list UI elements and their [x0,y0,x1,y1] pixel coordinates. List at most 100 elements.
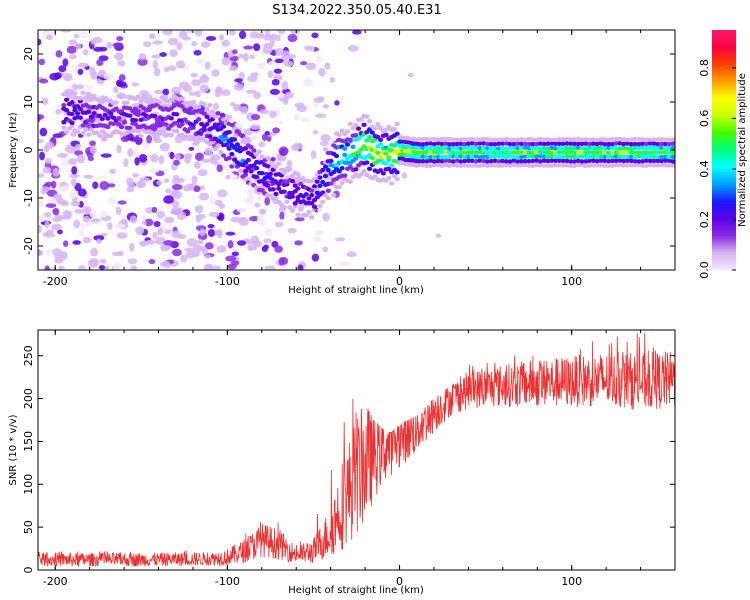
spectrogram-ridge-cell [204,114,210,120]
spectrogram-ridge-cell [427,149,434,155]
spectrogram-noise-cell [96,59,104,66]
spectrogram-ridge-cell [383,132,389,138]
spectrogram-noise-cell [204,61,211,70]
spectrogram-noise-cell [64,210,73,220]
spectrogram-ridge-cell [624,163,631,168]
spectrogram-ridge-cell [259,171,265,176]
spectrogram-ridge-cell [658,145,665,151]
spectrogram-ridge-cell [295,186,301,191]
spectrogram-noise-cell [75,84,85,90]
spectrogram-ridge-cell [63,129,70,135]
spectrogram-ridge-cell [465,145,472,150]
spectrogram-noise-cell [116,232,128,239]
spectrogram-ridge-cell [317,203,323,209]
spectrogram-noise-cell [99,258,107,264]
spectrogram-ridge-cell [347,137,353,142]
spectrogram-noise-cell [120,218,128,225]
spectrogram-ridge-cell [328,158,334,164]
spectrogram-noise-cell [117,60,126,67]
spectrogram-ridge-cell [276,161,282,166]
spectrogram-ridge-cell [420,136,426,142]
spectrogram-ridge-cell [640,137,646,142]
spectrogram-ridge-cell [507,150,513,156]
spectrogram-ridge-cell [587,141,593,147]
spectrogram-ridge-cell [511,154,517,160]
spectrogram-noise-cell [232,49,238,55]
spectrogram-ridge-cell [88,114,94,120]
spectrogram-ridge-cell [298,207,304,212]
spectrogram-ridge-cell [386,155,392,160]
spectrogram-ridge-cell [666,150,672,156]
spectrogram-noise-cell [207,228,215,237]
spectrogram-ridge-cell [454,163,460,168]
spectrogram-noise-cell [313,102,319,108]
spectrogram-ridge-cell [545,163,551,168]
spectrogram-noise-cell [255,32,265,39]
spectrogram-ridge-cell [556,154,562,160]
spectrogram-ridge-cell [575,163,581,168]
spectrogram-ridge-cell [369,155,375,161]
spectrogram-ridge-cell [446,142,453,147]
spectrogram-noise-cell [293,113,300,121]
spectrogram-xtick-label: -200 [43,275,68,288]
spectrogram-noise-cell [273,68,283,74]
spectrogram-ridge-cell [568,159,574,164]
spectrogram-noise-cell [171,200,180,209]
spectrogram-noise-cell [54,258,64,264]
spectrogram-ridge-cell [605,137,612,142]
spectrogram-noise-cell [230,260,240,266]
spectrogram-ridge-cell [605,163,612,168]
spectrogram-noise-cell [74,208,85,214]
spectrogram-ridge-cell [80,90,86,95]
spectrogram-ridge-cell [443,158,449,163]
spectrogram-ridge-cell [480,150,487,155]
spectrogram-ridge-cell [353,156,359,161]
spectrogram-ridge-cell [267,171,274,177]
spectrogram-ridge-cell [270,187,276,192]
spectrogram-noise-cell [346,251,357,258]
spectrogram-ridge-cell [378,141,384,147]
spectrogram-ridge-cell [518,150,525,155]
spectrogram-ridge-cell [289,173,296,178]
snr-xtick-label: -100 [215,575,240,588]
spectrogram-ridge-cell [643,150,650,156]
spectrogram-ridge-cell [102,112,108,118]
spectrogram-noise-cell [212,103,219,111]
spectrogram-noise-cell [85,85,94,91]
spectrogram-noise-cell [264,228,273,236]
spectrogram-noise-cell [232,133,239,139]
spectrogram-ridge-cell [77,106,83,112]
spectrogram-ridge-cell [160,95,166,100]
spectrogram-ridge-cell [632,141,638,147]
spectrogram-noise-cell [89,140,97,147]
spectrogram-ridge-cell [355,126,362,131]
spectrogram-ridge-cell [424,141,430,146]
spectrogram-ridge-cell [347,179,353,184]
spectrogram-noise-cell [52,207,60,216]
spectrogram-ridge-cell [61,125,67,130]
spectrogram-noise-cell [132,173,140,178]
spectrogram-ridge-cell [61,119,67,125]
spectrogram-noise-cell [188,146,195,151]
spectrogram-noise-cell [84,209,91,215]
spectrogram-ridge-cell [552,163,559,168]
spectrogram-noise-cell [259,208,266,215]
spectrogram-ridge-cell [484,146,490,151]
spectrogram-noise-cell [151,206,158,213]
spectrogram-ridge-cell [105,116,111,121]
spectrogram-ridge-cell [391,173,397,178]
spectrogram-noise-cell [163,195,175,204]
spectrogram-noise-cell [68,39,78,46]
spectrogram-ridge-cell [237,169,243,174]
spectrogram-ridge-cell [416,137,422,142]
spectrogram-ridge-cell [560,137,566,142]
spectrogram-noise-cell [198,192,210,201]
spectrogram-ridge-cell [342,173,348,178]
spectrogram-ridge-cell [587,163,593,168]
spectrogram-ridge-cell [424,154,430,160]
spectrogram-ridge-cell [556,158,562,163]
spectrogram-ridge-cell [594,163,600,168]
spectrogram-ridge-cell [344,142,351,147]
spectrogram-noise-cell [264,265,276,270]
spectrogram-noise-cell [44,220,50,228]
